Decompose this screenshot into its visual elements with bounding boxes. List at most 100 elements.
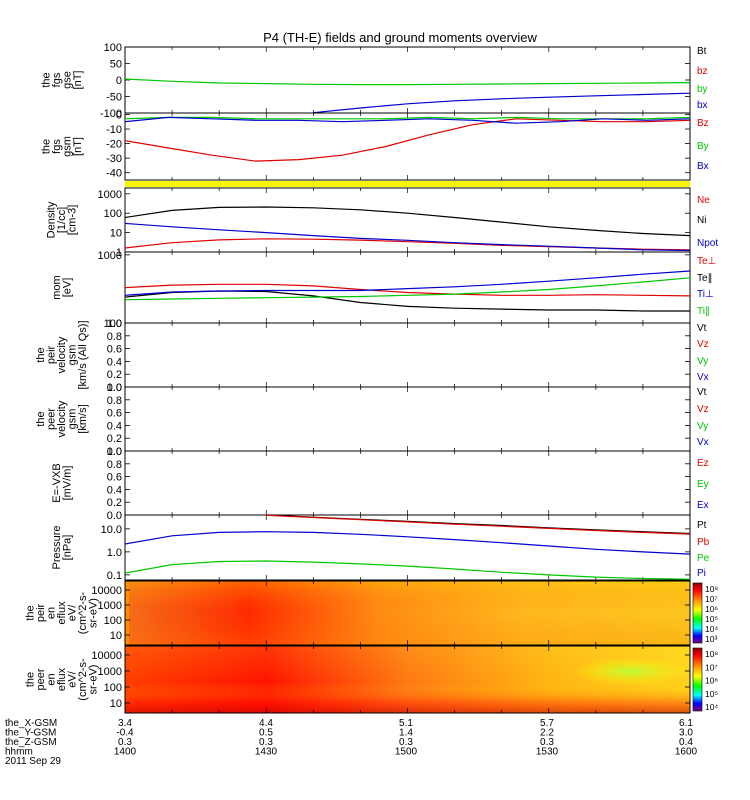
panel-frame bbox=[124, 112, 691, 181]
colorbar-tick-label: 10⁷ bbox=[705, 594, 718, 604]
legend-entry: Vy bbox=[697, 356, 708, 367]
legend-entry: Ex bbox=[697, 500, 709, 511]
ephemeris-value: 2.2 bbox=[540, 728, 554, 739]
legend-entry: Ez bbox=[697, 458, 709, 469]
ephemeris-value: 4.4 bbox=[259, 718, 273, 729]
y-tick-label: 0.0 bbox=[107, 510, 122, 522]
ephemeris-value: 0.3 bbox=[259, 737, 273, 748]
legend-entry: Te⊥ bbox=[697, 256, 716, 267]
y-tick-label: 0.8 bbox=[107, 395, 122, 407]
ephemeris-value: 0.4 bbox=[679, 737, 693, 748]
panel-peer-en-eflux: 10⁸ 10⁷ 10⁶ 10⁵ 10⁴ 10000 1000 100 10 thepeerenef… bbox=[25, 645, 718, 714]
y-axis-label: the bbox=[35, 411, 47, 426]
panel-frame bbox=[124, 187, 691, 253]
legend-entry: Vt bbox=[697, 323, 707, 334]
y-tick-label: 1000 bbox=[98, 189, 122, 201]
y-axis-label: en bbox=[46, 607, 58, 619]
y-tick-label: 0.1 bbox=[107, 570, 122, 582]
series-line-Te∥ bbox=[124, 290, 690, 312]
legend-entry: Bz bbox=[697, 118, 709, 129]
y-tick-label: 0.6 bbox=[107, 472, 122, 484]
y-axis-label: the bbox=[25, 672, 37, 687]
series-line-Pi bbox=[124, 531, 691, 555]
y-axis-label: eflux bbox=[56, 601, 68, 625]
y-tick-label: 50 bbox=[110, 59, 122, 71]
y-tick-label: 100 bbox=[104, 615, 122, 627]
series-line-by bbox=[124, 78, 691, 86]
y-axis-label: eV/ bbox=[67, 670, 79, 687]
ephemeris-value: 6.1 bbox=[679, 718, 693, 729]
y-axis-label: the bbox=[35, 347, 47, 362]
y-tick-label: 10 bbox=[110, 630, 122, 642]
legend-entry: Bt bbox=[697, 46, 707, 57]
colorbar-tick-label: 10⁵ bbox=[705, 689, 718, 699]
panel-frame bbox=[124, 514, 691, 581]
y-tick-label: 10000 bbox=[91, 585, 122, 597]
y-tick-label: 0.0 bbox=[107, 382, 122, 394]
y-tick-label: 0.4 bbox=[107, 484, 122, 496]
panel-density: 1000 100 10 1 Density[1/cc][cm-3] Ne Ni Npot bbox=[46, 187, 718, 259]
y-axis-label: gsm bbox=[67, 409, 79, 430]
series-line-Te⊥ bbox=[124, 283, 691, 297]
y-axis-label: fgs bbox=[51, 72, 63, 87]
ephemeris-value: 1500 bbox=[395, 747, 418, 758]
y-tick-label: 1.0 bbox=[107, 446, 122, 458]
y-tick-label: 100 bbox=[104, 318, 122, 330]
chart-title: P4 (TH-E) fields and ground moments over… bbox=[263, 30, 537, 45]
legend-entry: Ni bbox=[697, 215, 706, 226]
y-tick-label: 1.0 bbox=[107, 318, 122, 330]
panel-peir-en-eflux: 10⁸10⁷10⁶10⁵10⁴10³10000100010010thepeire… bbox=[25, 580, 718, 646]
y-tick-label: 0.8 bbox=[107, 331, 122, 343]
series-line-Ti∥ bbox=[124, 277, 691, 301]
ephemeris-value: 0.5 bbox=[259, 728, 273, 739]
y-axis-label: [nT] bbox=[72, 71, 84, 90]
y-axis-label: sr-eV) bbox=[88, 598, 100, 628]
y-tick-label: -20 bbox=[106, 139, 122, 151]
y-axis-label: the bbox=[40, 72, 52, 87]
ephemeris-value: -0.4 bbox=[116, 728, 134, 739]
y-tick-label: 0.4 bbox=[107, 420, 122, 432]
colorbar-tick-label: 10⁶ bbox=[705, 604, 718, 614]
y-tick-label: 0.4 bbox=[107, 356, 122, 368]
y-tick-label: 10 bbox=[110, 698, 122, 710]
y-axis-label: (cm^2-s- bbox=[77, 658, 89, 701]
y-axis-label: peir bbox=[46, 345, 58, 364]
y-axis-label: E=-VXB bbox=[51, 463, 63, 502]
legend-entry: Ti⊥ bbox=[697, 289, 714, 300]
legend-entry: Te∥ bbox=[697, 273, 713, 284]
y-axis-label: peer bbox=[35, 668, 47, 690]
ephemeris-table: the_X-GSM 3.4 4.4 5.1 5.7 6.1 the_Y-GSM -0.4 0.5… bbox=[5, 718, 698, 767]
y-axis-label: [km/s (All Qs)] bbox=[77, 320, 89, 389]
ephemeris-value: 1430 bbox=[255, 747, 278, 758]
y-axis-label: eV/ bbox=[67, 604, 79, 621]
legend-entry: Vz bbox=[697, 339, 709, 350]
legend-entry: Pe bbox=[697, 553, 710, 564]
ephemeris-value: 5.7 bbox=[540, 718, 554, 729]
y-tick-label: 0.6 bbox=[107, 408, 122, 420]
y-tick-label: -100 bbox=[100, 108, 122, 120]
y-tick-label: 100 bbox=[104, 208, 122, 220]
spectrogram-lowflux bbox=[570, 657, 690, 686]
ephemeris-value: 1530 bbox=[536, 747, 559, 758]
legend-entry: Pt bbox=[697, 520, 707, 531]
legend-entry: by bbox=[697, 84, 708, 95]
y-tick-label: 10.0 bbox=[101, 524, 122, 536]
y-tick-label: 0.6 bbox=[107, 344, 122, 356]
y-tick-label: 1.0 bbox=[107, 547, 122, 559]
colorbar-tick-label: 10⁷ bbox=[705, 662, 718, 672]
y-tick-label: -50 bbox=[106, 92, 122, 104]
ephemeris-value: 0.3 bbox=[540, 737, 554, 748]
y-tick-label: 100 bbox=[104, 682, 122, 694]
ephemeris-row-label: the_Z-GSM bbox=[5, 737, 57, 748]
ephemeris-value: 3.0 bbox=[679, 728, 693, 739]
colorbar-tick-label: 10⁴ bbox=[705, 624, 718, 634]
y-tick-label: -30 bbox=[106, 153, 122, 165]
y-axis-label: (cm^2-s- bbox=[77, 591, 89, 634]
legend-entry: Vt bbox=[697, 387, 707, 398]
y-axis-label: en bbox=[46, 673, 58, 685]
y-tick-label: 1 bbox=[116, 247, 122, 259]
legend-entry: Ne bbox=[697, 195, 710, 206]
legend-entry: Vx bbox=[697, 372, 709, 383]
panel-frame bbox=[124, 46, 691, 114]
